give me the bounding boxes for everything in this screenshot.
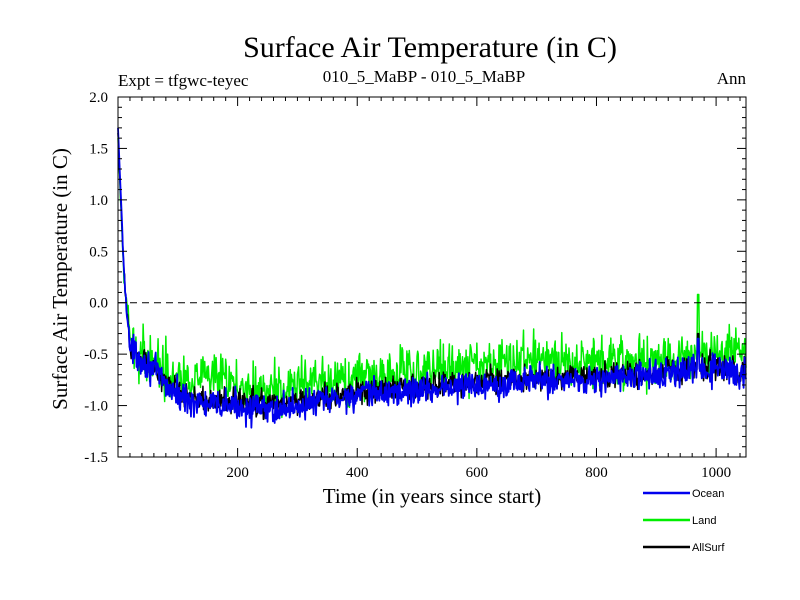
plot-frame	[117, 96, 747, 458]
series-line-ocean	[117, 127, 747, 429]
series-layer	[117, 127, 747, 429]
x-tick-label: 400	[346, 465, 369, 481]
y-tick-label: -1.5	[84, 450, 108, 466]
x-tick-label: 1000	[701, 465, 731, 481]
axes-layer: 200 400 600 800 1000 -1.5 -1.0 -0.5 0.0 0.5 1.0 1.5…	[84, 90, 747, 481]
y-tick-label: 0.0	[89, 296, 108, 312]
x-axis-label: Time (in years since start)	[323, 484, 542, 508]
comparison-label: 010_5_MaBP - 010_5_MaBP	[323, 67, 525, 86]
experiment-label: Expt = tfgwc-teyec	[118, 71, 249, 90]
y-tick-label: 1.5	[89, 141, 108, 157]
y-tick-label: 1.0	[89, 193, 108, 209]
x-tick-label: 600	[466, 465, 489, 481]
legend-label-land: Land	[692, 515, 716, 527]
x-tick-label: 200	[226, 465, 249, 481]
chart-title: Surface Air Temperature (in C)	[243, 31, 617, 64]
legend-label-ocean: Ocean	[692, 488, 724, 500]
y-axis-label: Surface Air Temperature (in C)	[48, 148, 72, 410]
y-tick-label: -1.0	[84, 399, 108, 415]
x-tick-label: 800	[585, 465, 608, 481]
legend: Ocean Land AllSurf	[643, 488, 725, 554]
legend-label-allsurf: AllSurf	[692, 542, 725, 554]
y-tick-label: 0.5	[89, 244, 108, 260]
season-label: Ann	[717, 69, 747, 88]
y-tick-label: 2.0	[89, 90, 108, 106]
y-tick-label: -0.5	[84, 347, 108, 363]
